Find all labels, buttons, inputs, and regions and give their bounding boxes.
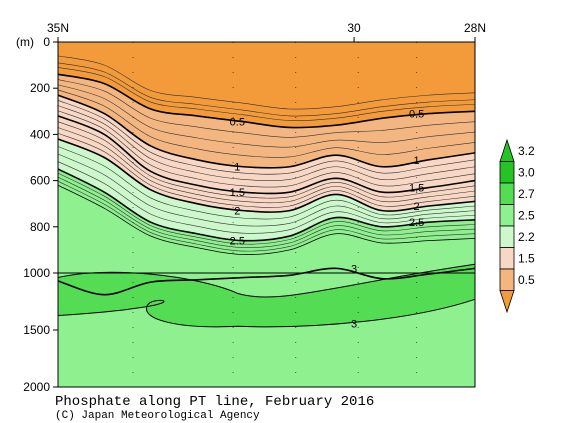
max-3.2-pocket [57, 263, 476, 328]
contour-line [57, 267, 476, 296]
minor-contour-line [57, 100, 476, 175]
colorbar-swatch [499, 268, 515, 291]
band-fill [58, 185, 475, 295]
band-fill [58, 74, 475, 168]
contour-label: 2.5 [230, 236, 245, 248]
contour-line [57, 73, 476, 129]
contour-label-text: 3 [351, 263, 357, 275]
band-fill [58, 139, 475, 241]
contour-label-text: 2 [414, 201, 420, 213]
contour-line [57, 115, 476, 195]
contour-label: 2.5 [409, 217, 424, 229]
colorbar-swatch [499, 204, 515, 227]
colorbar-swatch [499, 182, 515, 205]
contour-label-text: 2.5 [409, 217, 424, 229]
minor-contour-line [57, 161, 476, 234]
colorbar-level-label: 0.5 [518, 273, 535, 287]
contour-label: 3 [351, 318, 357, 330]
contour-label-text: 1 [414, 155, 420, 167]
y-tick-label: 1500 [23, 323, 50, 337]
plot-frame [57, 41, 476, 388]
y-tick-label: 600 [30, 174, 50, 188]
minor-contour-line [57, 62, 476, 117]
y-tick-label: 2000 [23, 380, 50, 394]
minor-contour-line [57, 67, 476, 121]
minor-contour-line [57, 84, 476, 148]
minor-contour-line [57, 79, 476, 138]
minor-contour-line [57, 89, 476, 158]
colorbar-level-label: 3.0 [518, 165, 535, 179]
minor-contours [57, 55, 476, 252]
plot-area: 0.5 1 1.5 2 2.5 3 0.5 1 1.5 2 2.5 3 [57, 42, 476, 387]
axes: (m) 0 200 400 600 800 1000 1500 2000 35N 30 28N [16, 21, 486, 394]
y-axis-label: (m) [16, 35, 34, 49]
major-contours [57, 73, 476, 296]
y-tick-label: 800 [30, 220, 50, 234]
contour-label-text: 0.5 [409, 109, 424, 121]
contour-label: 2 [414, 201, 420, 213]
colorbar-level-label: 2.2 [518, 230, 535, 244]
contour-label-text: 3 [351, 318, 357, 330]
contour-line [57, 94, 476, 169]
contour-label: 1.5 [409, 183, 424, 195]
y-tick-label: 1000 [23, 266, 50, 280]
minor-contour-line [57, 110, 476, 188]
contour-label: 0.5 [409, 109, 424, 121]
contour-line [57, 138, 476, 213]
colorbar-bottom-triangle [499, 290, 515, 314]
contour-label: 3 [351, 263, 357, 275]
minor-contour-line [57, 153, 476, 227]
colorbar-level-label: 2.5 [518, 208, 535, 222]
minor-contour-line [57, 132, 476, 208]
x-tick-label: 35N [47, 21, 69, 35]
contour-label-text: 1.5 [409, 183, 424, 195]
x-tick-label: 30 [347, 21, 361, 35]
colorbar: 3.2 3.0 2.7 2.5 2.2 1.5 0.5 [499, 138, 535, 314]
band-fill [58, 95, 475, 194]
band-fill [58, 42, 475, 128]
contour-label: 1 [234, 162, 240, 174]
contour-label-text: 1 [234, 162, 240, 174]
colorbar-level-label: 2.7 [518, 187, 535, 201]
contour-label: 1 [414, 155, 420, 167]
contour-label-text: 2 [234, 206, 240, 218]
minor-contour-line [57, 180, 476, 252]
colorbar-swatch [499, 247, 515, 270]
y-tick-label: 0 [43, 35, 50, 49]
minor-contour-line [57, 121, 476, 199]
contour-line [57, 184, 476, 255]
contour-label: 0.5 [230, 117, 245, 129]
minor-contour-line [57, 146, 476, 220]
contour-label: 2 [234, 206, 240, 218]
minor-contour-line [57, 172, 476, 245]
contour-line [57, 168, 476, 242]
contour-label: 1.5 [230, 187, 245, 199]
y-tick-label: 400 [30, 127, 50, 141]
colorbar-level-label: 3.2 [518, 144, 535, 158]
chart-title: Phosphate along PT line, February 2016 [55, 394, 374, 410]
y-tick-label: 200 [30, 81, 50, 95]
colorbar-swatch [499, 161, 515, 184]
contour-label-text: 2.5 [230, 236, 245, 248]
contour-label-text: 0.5 [230, 117, 245, 129]
minor-contour-line [57, 176, 476, 248]
minor-contour-line [57, 55, 476, 110]
credit-text: (C) Japan Meteorological Agency [55, 410, 260, 422]
colorbar-swatch [499, 225, 515, 248]
x-tick-label: 28N [464, 21, 486, 35]
colorbar-level-label: 1.5 [518, 251, 535, 265]
colorbar-top-triangle [499, 138, 515, 162]
minor-contour-line [57, 127, 476, 204]
minor-contour-line [57, 105, 476, 181]
band-fill [58, 115, 475, 213]
contour-label-text: 1.5 [230, 187, 245, 199]
